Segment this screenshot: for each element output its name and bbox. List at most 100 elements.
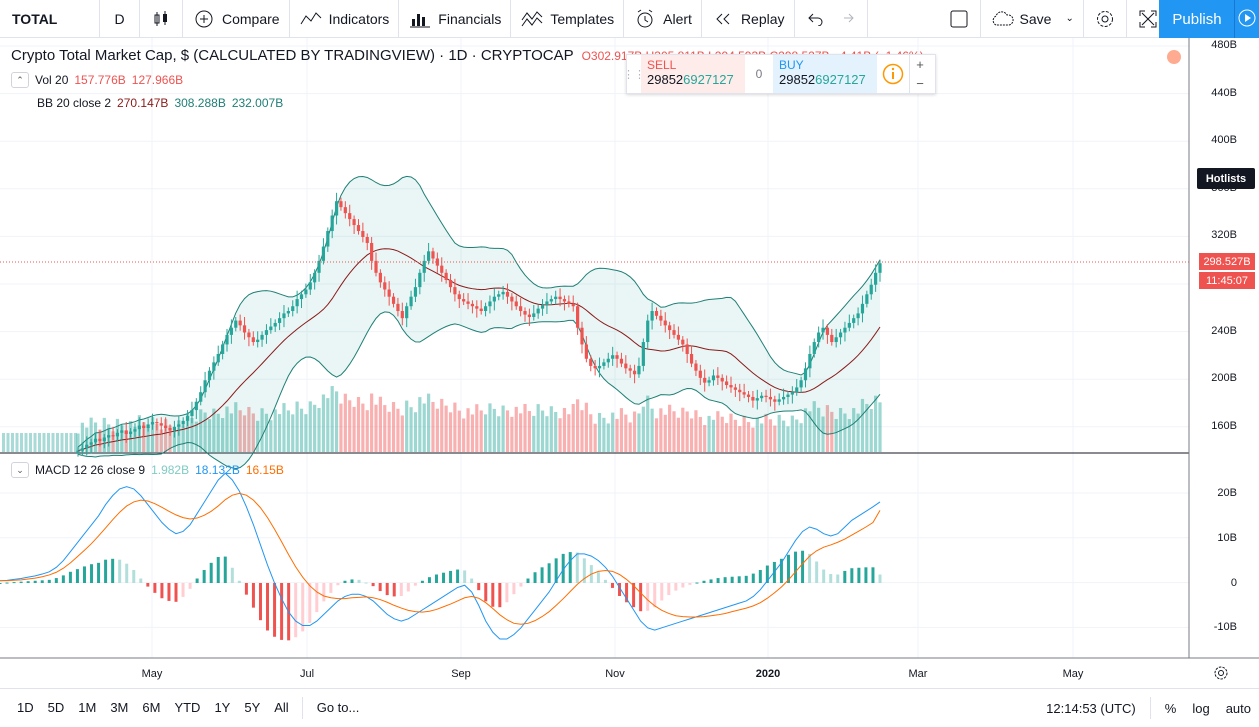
volume-bar — [501, 405, 505, 452]
candle-body — [654, 311, 659, 316]
candle-body — [720, 377, 724, 382]
candle-body — [746, 394, 751, 397]
volume-bar — [483, 414, 488, 452]
alert-dot-icon[interactable] — [1167, 50, 1181, 64]
collapse-legend-icon[interactable]: ⌃ — [11, 72, 29, 88]
minus-icon[interactable]: − — [916, 76, 924, 91]
volume-bar — [576, 399, 580, 452]
compare-button[interactable]: Compare — [183, 0, 290, 38]
candle-body — [142, 425, 146, 428]
volume-bar — [685, 411, 689, 452]
utc-clock[interactable]: 12:14:53 (UTC) — [1046, 700, 1136, 716]
replay-label: Replay — [740, 10, 785, 27]
volume-bar — [799, 423, 803, 452]
redo-icon[interactable] — [834, 7, 858, 31]
candle-body — [707, 380, 711, 383]
candle-body — [453, 287, 457, 295]
sell-button[interactable]: SELL 298526927127 — [641, 55, 745, 93]
candle-body — [203, 380, 207, 393]
plus-icon[interactable]: + — [916, 57, 924, 72]
macd-histogram-bar — [737, 576, 741, 583]
volume-bar — [89, 417, 93, 452]
chart-style-button[interactable] — [140, 0, 183, 38]
alert-button[interactable]: Alert — [624, 0, 702, 38]
financials-button[interactable]: Financials — [399, 0, 512, 38]
range-1y[interactable]: 1Y — [214, 700, 231, 715]
save-button[interactable]: Save ⌄ — [981, 0, 1084, 38]
macd-histogram-bar — [477, 583, 481, 591]
replay-button[interactable]: Replay — [702, 0, 795, 38]
volume-legend[interactable]: ⌃ Vol 20 157.776B 127.966B — [11, 72, 183, 88]
macd-histogram-bar — [836, 574, 840, 583]
range-5y[interactable]: 5Y — [244, 700, 261, 715]
volume-bar — [15, 433, 19, 452]
macd-histogram-bar — [61, 575, 65, 583]
volume-bar — [212, 408, 216, 452]
range-6m[interactable]: 6M — [142, 700, 161, 715]
candle-body — [238, 320, 242, 326]
candle-body — [155, 422, 159, 424]
bb-name: BB 20 close 2 — [37, 96, 112, 110]
candle-body — [374, 260, 378, 273]
chevron-down-icon[interactable]: ⌄ — [1065, 13, 1074, 24]
range-3m[interactable]: 3M — [110, 700, 129, 715]
info-icon[interactable] — [877, 55, 909, 93]
volume-bar — [738, 426, 742, 452]
volume-bar — [519, 413, 523, 452]
macd-histogram-bar — [244, 583, 248, 595]
buy-button[interactable]: BUY 298526927127 — [773, 55, 877, 93]
publish-button[interactable]: Publish — [1159, 0, 1235, 38]
volume-bar — [282, 403, 286, 452]
volume-bar — [716, 411, 720, 452]
volume-bar — [488, 403, 492, 452]
range-ytd[interactable]: YTD — [174, 700, 201, 715]
macd-axis-label: 20B — [1217, 487, 1237, 499]
symbol-search[interactable]: TOTAL — [0, 0, 100, 38]
macd-histogram-bar — [202, 570, 206, 583]
range-1m[interactable]: 1M — [78, 700, 97, 715]
volume-bar — [361, 403, 365, 452]
price-chart[interactable] — [0, 38, 1259, 688]
volume-bar — [387, 411, 391, 452]
time-axis-label: 2020 — [755, 668, 781, 680]
volume-bar — [466, 408, 470, 452]
candle-body — [383, 282, 387, 290]
scale-auto[interactable]: auto — [1225, 700, 1251, 716]
range-5d[interactable]: 5D — [47, 700, 65, 715]
macd-histogram-bar — [174, 583, 178, 602]
candle-body — [295, 299, 299, 307]
range-1d[interactable]: 1D — [17, 700, 34, 715]
play-button[interactable] — [1234, 0, 1259, 38]
indicators-button[interactable]: Indicators — [290, 0, 400, 38]
range-all[interactable]: All — [274, 700, 289, 715]
candle-body — [637, 365, 641, 375]
collapse-macd-icon[interactable]: ⌄ — [11, 462, 29, 478]
goto-button[interactable]: Go to... — [316, 700, 360, 715]
sell-label: SELL — [647, 58, 677, 72]
bb-legend[interactable]: BB 20 close 2 270.147B 308.288B 232.007B — [37, 96, 283, 110]
undo-icon[interactable] — [804, 7, 828, 31]
drag-handle-icon[interactable]: ⋮⋮ — [623, 68, 645, 81]
candle-body — [751, 396, 755, 401]
candle-body — [326, 231, 330, 247]
candle-body — [194, 401, 198, 411]
hotlists-button[interactable]: Hotlists — [1197, 168, 1255, 189]
interval-button[interactable]: D — [100, 0, 140, 38]
chart-settings-gear-icon[interactable] — [1213, 665, 1229, 684]
volume-bar — [865, 403, 869, 452]
settings-button[interactable] — [1084, 0, 1127, 38]
macd-line — [0, 472, 881, 640]
candle-body — [269, 326, 273, 331]
macd-histogram-bar — [519, 583, 523, 587]
bb-lower-value: 232.007B — [231, 96, 284, 110]
undo-redo-group — [795, 0, 868, 38]
macd-histogram-bar — [237, 580, 241, 583]
candle-body — [124, 430, 128, 434]
macd-legend[interactable]: ⌄ MACD 12 26 close 9 1.982B 18.132B 16.1… — [11, 462, 284, 478]
templates-button[interactable]: Templates — [511, 0, 625, 38]
layout-button[interactable] — [938, 0, 981, 38]
scale-percent[interactable]: % — [1164, 700, 1177, 716]
scale-log[interactable]: log — [1192, 700, 1210, 716]
time-axis-label: Jul — [299, 668, 315, 680]
macd-histogram-bar — [463, 570, 467, 583]
